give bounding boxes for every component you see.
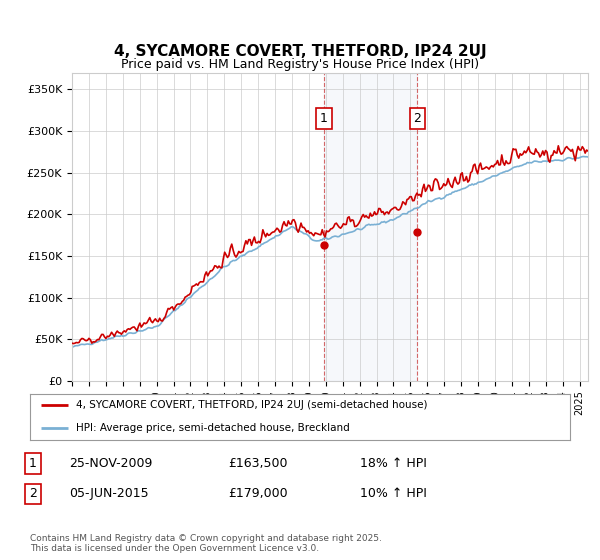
Text: 4, SYCAMORE COVERT, THETFORD, IP24 2UJ: 4, SYCAMORE COVERT, THETFORD, IP24 2UJ [113,44,487,59]
Text: 2: 2 [413,112,421,125]
Text: 1: 1 [320,112,328,125]
Text: 25-NOV-2009: 25-NOV-2009 [69,457,152,470]
Text: 05-JUN-2015: 05-JUN-2015 [69,487,149,501]
Text: Price paid vs. HM Land Registry's House Price Index (HPI): Price paid vs. HM Land Registry's House … [121,58,479,71]
Text: Contains HM Land Registry data © Crown copyright and database right 2025.
This d: Contains HM Land Registry data © Crown c… [30,534,382,553]
Text: HPI: Average price, semi-detached house, Breckland: HPI: Average price, semi-detached house,… [76,423,350,433]
Text: £179,000: £179,000 [228,487,287,501]
Text: £163,500: £163,500 [228,457,287,470]
Text: 4, SYCAMORE COVERT, THETFORD, IP24 2UJ (semi-detached house): 4, SYCAMORE COVERT, THETFORD, IP24 2UJ (… [76,400,427,410]
Text: 2: 2 [29,487,37,501]
Text: 1: 1 [29,457,37,470]
Bar [324,73,418,381]
Text: 10% ↑ HPI: 10% ↑ HPI [360,487,427,501]
Text: 18% ↑ HPI: 18% ↑ HPI [360,457,427,470]
